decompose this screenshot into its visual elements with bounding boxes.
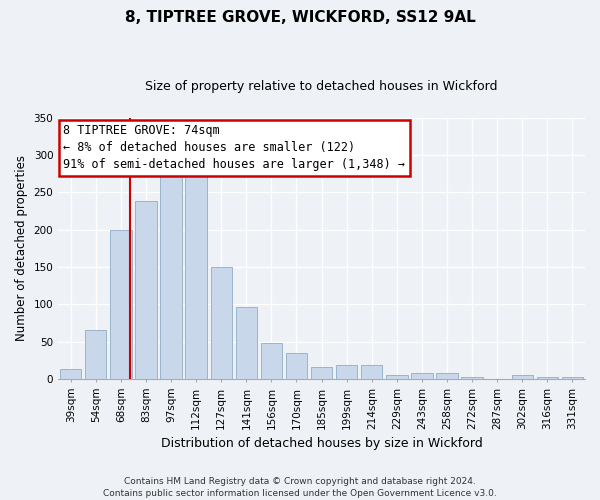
Bar bbox=[185, 162, 207, 379]
Bar bbox=[537, 376, 558, 379]
Bar bbox=[562, 378, 583, 379]
Bar bbox=[236, 306, 257, 379]
Title: Size of property relative to detached houses in Wickford: Size of property relative to detached ho… bbox=[145, 80, 498, 93]
Bar bbox=[85, 330, 106, 379]
Bar bbox=[461, 378, 483, 379]
Bar bbox=[386, 375, 407, 379]
Bar bbox=[160, 172, 182, 379]
Bar bbox=[361, 366, 382, 379]
Bar bbox=[512, 375, 533, 379]
Text: 8 TIPTREE GROVE: 74sqm
← 8% of detached houses are smaller (122)
91% of semi-det: 8 TIPTREE GROVE: 74sqm ← 8% of detached … bbox=[64, 124, 406, 172]
Text: 8, TIPTREE GROVE, WICKFORD, SS12 9AL: 8, TIPTREE GROVE, WICKFORD, SS12 9AL bbox=[125, 10, 475, 25]
Text: Contains HM Land Registry data © Crown copyright and database right 2024.
Contai: Contains HM Land Registry data © Crown c… bbox=[103, 476, 497, 498]
Bar bbox=[60, 369, 82, 379]
Bar bbox=[110, 230, 131, 379]
Bar bbox=[136, 202, 157, 379]
Bar bbox=[336, 364, 358, 379]
Bar bbox=[311, 367, 332, 379]
Bar bbox=[261, 343, 282, 379]
Bar bbox=[411, 373, 433, 379]
Bar bbox=[286, 353, 307, 379]
X-axis label: Distribution of detached houses by size in Wickford: Distribution of detached houses by size … bbox=[161, 437, 482, 450]
Bar bbox=[436, 373, 458, 379]
Y-axis label: Number of detached properties: Number of detached properties bbox=[15, 156, 28, 342]
Bar bbox=[211, 267, 232, 379]
